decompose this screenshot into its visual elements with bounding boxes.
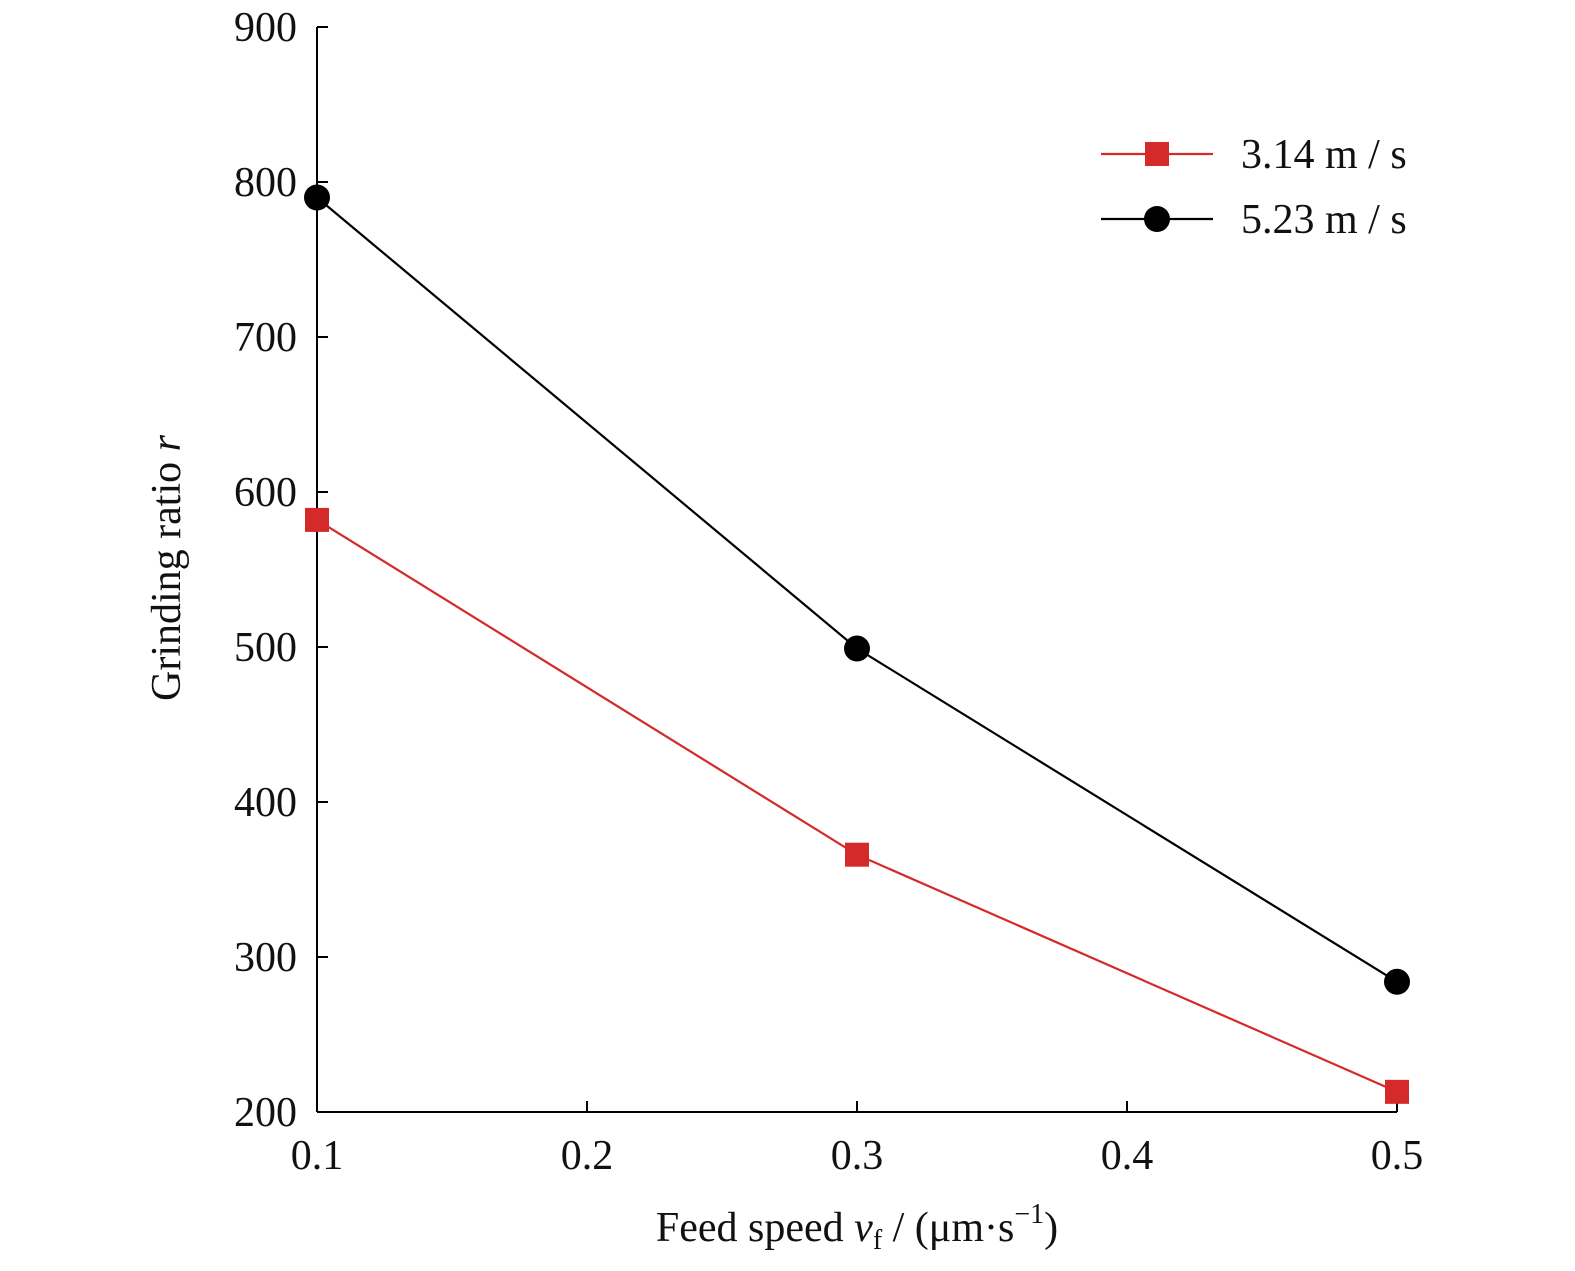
legend-marker-3-14-m-s	[1145, 142, 1169, 166]
data-point-5-23-m-s-0	[304, 184, 330, 211]
x-tick-label-0-5: 0.5	[1371, 1133, 1424, 1179]
data-point-3-14-m-s-0	[305, 507, 329, 532]
data-point-3-14-m-s-1	[845, 842, 869, 867]
x-tick-label-0-4: 0.4	[1101, 1133, 1154, 1179]
x-ticks: 0.1 0.2 0.3 0.4 0.5	[291, 1101, 1424, 1179]
x-tick-label-0-2: 0.2	[561, 1133, 614, 1179]
data-point-3-14-m-s-2	[1385, 1079, 1409, 1104]
legend-marker-5-23-m-s	[1144, 206, 1170, 232]
x-axis-title: Feed speed vf / (μm·s−1)	[656, 1199, 1058, 1256]
series-group	[304, 184, 1410, 1104]
legend-label-3-14-m-s: 3.14 m / s	[1241, 132, 1407, 178]
y-tick-label-900: 900	[234, 5, 297, 51]
legend-item-3-14-m-s: 3.14 m / s	[1101, 132, 1407, 178]
series-line-3-14-m-s	[316, 518, 1398, 1093]
x-tick-label-0-1: 0.1	[291, 1133, 344, 1179]
axes	[316, 27, 1397, 1113]
y-tick-label-200: 200	[234, 1090, 297, 1136]
y-axis-title: Grinding ratio r	[144, 434, 190, 701]
series-3-14-m-s	[305, 507, 1409, 1104]
y-tick-label-400: 400	[234, 780, 297, 826]
y-tick-label-700: 700	[234, 315, 297, 361]
y-tick-label-600: 600	[234, 470, 297, 516]
x-tick-label-0-3: 0.3	[831, 1133, 884, 1179]
y-tick-label-300: 300	[234, 935, 297, 981]
y-tick-label-800: 800	[234, 160, 297, 206]
y-tick-label-500: 500	[234, 625, 297, 671]
legend: 3.14 m / s 5.23 m / s	[1101, 132, 1407, 243]
legend-label-5-23-m-s: 5.23 m / s	[1241, 197, 1407, 243]
data-point-5-23-m-s-1	[844, 635, 870, 662]
data-point-5-23-m-s-2	[1384, 968, 1410, 995]
y-ticks: 200 300 400 500 600 700 800 900	[234, 5, 328, 1136]
legend-item-5-23-m-s: 5.23 m / s	[1101, 197, 1407, 243]
series-5-23-m-s	[304, 184, 1410, 995]
